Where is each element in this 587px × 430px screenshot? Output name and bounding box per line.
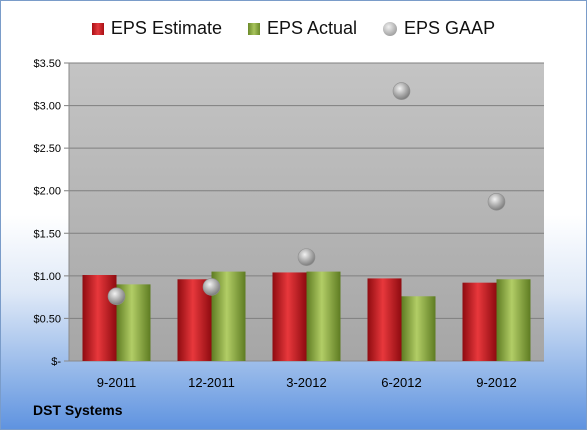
legend-label-eps-actual: EPS Actual bbox=[266, 18, 358, 38]
chart-legend: EPS Estimate EPS Actual EPS GAAP bbox=[1, 18, 586, 39]
eps-estimate-bar bbox=[367, 278, 402, 361]
eps-gaap-point bbox=[392, 82, 411, 100]
x-tick-label: 6-2012 bbox=[381, 375, 421, 390]
y-tick-label: $1.00 bbox=[33, 271, 61, 283]
eps-actual-bar bbox=[496, 279, 531, 361]
y-tick-label: $1.50 bbox=[33, 228, 61, 240]
eps-actual-bar bbox=[401, 296, 436, 361]
x-tick-label: 12-2011 bbox=[188, 375, 235, 390]
y-tick-label: $2.00 bbox=[33, 186, 61, 198]
eps-estimate-bar bbox=[462, 282, 497, 361]
legend-label-eps-gaap: EPS GAAP bbox=[404, 18, 496, 38]
eps-estimate-bar bbox=[82, 275, 117, 361]
eps-actual-bar bbox=[306, 271, 341, 361]
eps-gaap-point bbox=[107, 287, 126, 306]
legend-swatch-eps-estimate bbox=[91, 22, 104, 35]
eps-gaap-point bbox=[487, 192, 506, 211]
legend-label-eps-estimate: EPS Estimate bbox=[110, 18, 222, 38]
eps-gaap-point bbox=[202, 278, 221, 296]
legend-item-eps-actual: EPS Actual bbox=[247, 18, 358, 39]
x-tick-label: 9-2011 bbox=[97, 375, 137, 390]
eps-estimate-bar bbox=[272, 272, 307, 361]
legend-swatch-eps-gaap bbox=[383, 21, 398, 36]
y-tick-label: $0.50 bbox=[33, 313, 61, 325]
legend-item-eps-estimate: EPS Estimate bbox=[91, 18, 222, 39]
y-tick-label: $- bbox=[51, 356, 61, 368]
y-tick-label: $2.50 bbox=[33, 143, 61, 155]
x-tick-label: 3-2012 bbox=[286, 375, 326, 390]
company-name: DST Systems bbox=[33, 402, 123, 418]
legend-item-eps-gaap: EPS GAAP bbox=[383, 18, 495, 39]
legend-swatch-eps-actual bbox=[247, 22, 260, 35]
y-tick-label: $3.00 bbox=[33, 101, 61, 113]
x-tick-label: 9-2012 bbox=[476, 375, 516, 390]
eps-gaap-point bbox=[297, 248, 316, 266]
y-tick-label: $3.50 bbox=[33, 58, 61, 70]
